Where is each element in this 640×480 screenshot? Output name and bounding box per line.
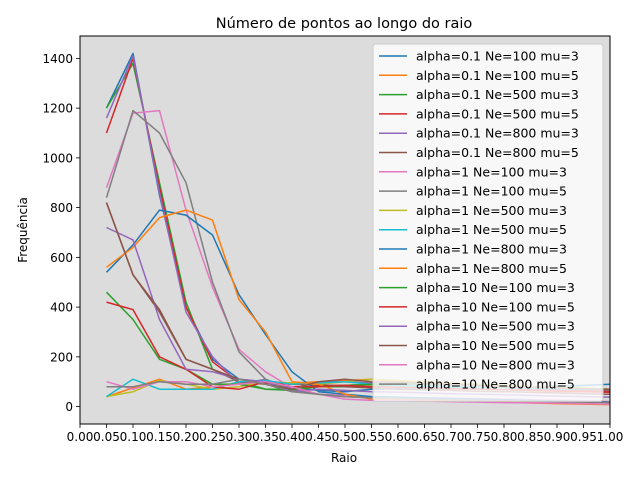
x-axis-label: Raio: [331, 451, 357, 465]
x-tick-label: 0.35: [252, 430, 279, 444]
x-tick-label: 0.00: [67, 430, 94, 444]
legend-entry: alpha=1 Ne=500 mu=3: [416, 203, 567, 218]
x-tick-label: 0.90: [544, 430, 571, 444]
legend-box: [372, 43, 604, 402]
y-tick-label: 0: [65, 400, 73, 414]
legend-entry: alpha=0.1 Ne=500 mu=3: [416, 87, 579, 102]
x-tick-label: 0.40: [279, 430, 306, 444]
x-tick-label: 0.55: [358, 430, 385, 444]
y-tick-label: 800: [50, 201, 73, 215]
x-tick-label: 0.75: [464, 430, 491, 444]
x-tick-label: 0.10: [120, 430, 147, 444]
x-tick-label: 0.15: [146, 430, 173, 444]
y-tick-label: 200: [50, 350, 73, 364]
legend-entry: alpha=1 Ne=100 mu=5: [416, 184, 567, 199]
legend-entry: alpha=0.1 Ne=800 mu=5: [416, 145, 579, 160]
x-tick-label: 0.85: [517, 430, 544, 444]
x-tick-label: 0.30: [226, 430, 253, 444]
legend: alpha=0.1 Ne=100 mu=3 alpha=0.1 Ne=100 mu…: [372, 43, 604, 402]
legend-entry: alpha=10 Ne=500 mu=5: [416, 338, 575, 353]
legend-entry: alpha=0.1 Ne=100 mu=3: [416, 49, 579, 64]
legend-entry: alpha=1 Ne=500 mu=5: [416, 222, 567, 237]
legend-entry: alpha=0.1 Ne=800 mu=3: [416, 126, 579, 141]
x-tick-label: 0.95: [570, 430, 597, 444]
plot-frame: [79, 35, 611, 425]
x-tick-label: 0.50: [332, 430, 359, 444]
chart-title: Número de pontos ao longo do raio: [216, 16, 473, 32]
x-tick-label: 0.45: [305, 430, 332, 444]
x-tick-label: 0.80: [491, 430, 518, 444]
legend-entry: alpha=0.1 Ne=100 mu=5: [416, 68, 579, 83]
x-tick-label: 0.70: [438, 430, 465, 444]
legend-entry: alpha=10 Ne=500 mu=3: [416, 319, 575, 334]
legend-entry: alpha=10 Ne=800 mu=3: [416, 357, 575, 372]
x-tick-label: 0.05: [93, 430, 120, 444]
y-tick-label: 400: [50, 301, 73, 315]
y-tick-label: 1200: [42, 102, 73, 116]
x-tick-label: 1.00: [597, 430, 624, 444]
series-line-17: [106, 380, 611, 405]
y-axis-label: Frequência: [16, 197, 30, 263]
legend-entry: alpha=10 Ne=100 mu=5: [416, 299, 575, 314]
x-axis: 0.00 0.05 0.10 0.15 0.20 0.25 0.30 0.35 0.40 0.45…: [67, 424, 624, 444]
x-tick-label: 0.60: [385, 430, 412, 444]
x-tick-label: 0.20: [173, 430, 200, 444]
legend-entry: alpha=1 Ne=100 mu=3: [416, 164, 567, 179]
legend-entry: alpha=10 Ne=800 mu=5: [416, 377, 575, 392]
legend-entry: alpha=10 Ne=100 mu=3: [416, 280, 575, 295]
x-tick-label: 0.25: [199, 430, 226, 444]
x-tick-label: 0.65: [411, 430, 438, 444]
y-axis: 0 200 400 600 800 1000 1200 1400: [42, 52, 80, 414]
legend-entry: alpha=1 Ne=800 mu=3: [416, 242, 567, 257]
legend-entry: alpha=0.1 Ne=500 mu=5: [416, 106, 579, 121]
y-tick-label: 1400: [42, 52, 73, 66]
y-tick-label: 600: [50, 251, 73, 265]
legend-entry: alpha=1 Ne=800 mu=5: [416, 261, 567, 276]
y-tick-label: 1000: [42, 151, 73, 165]
